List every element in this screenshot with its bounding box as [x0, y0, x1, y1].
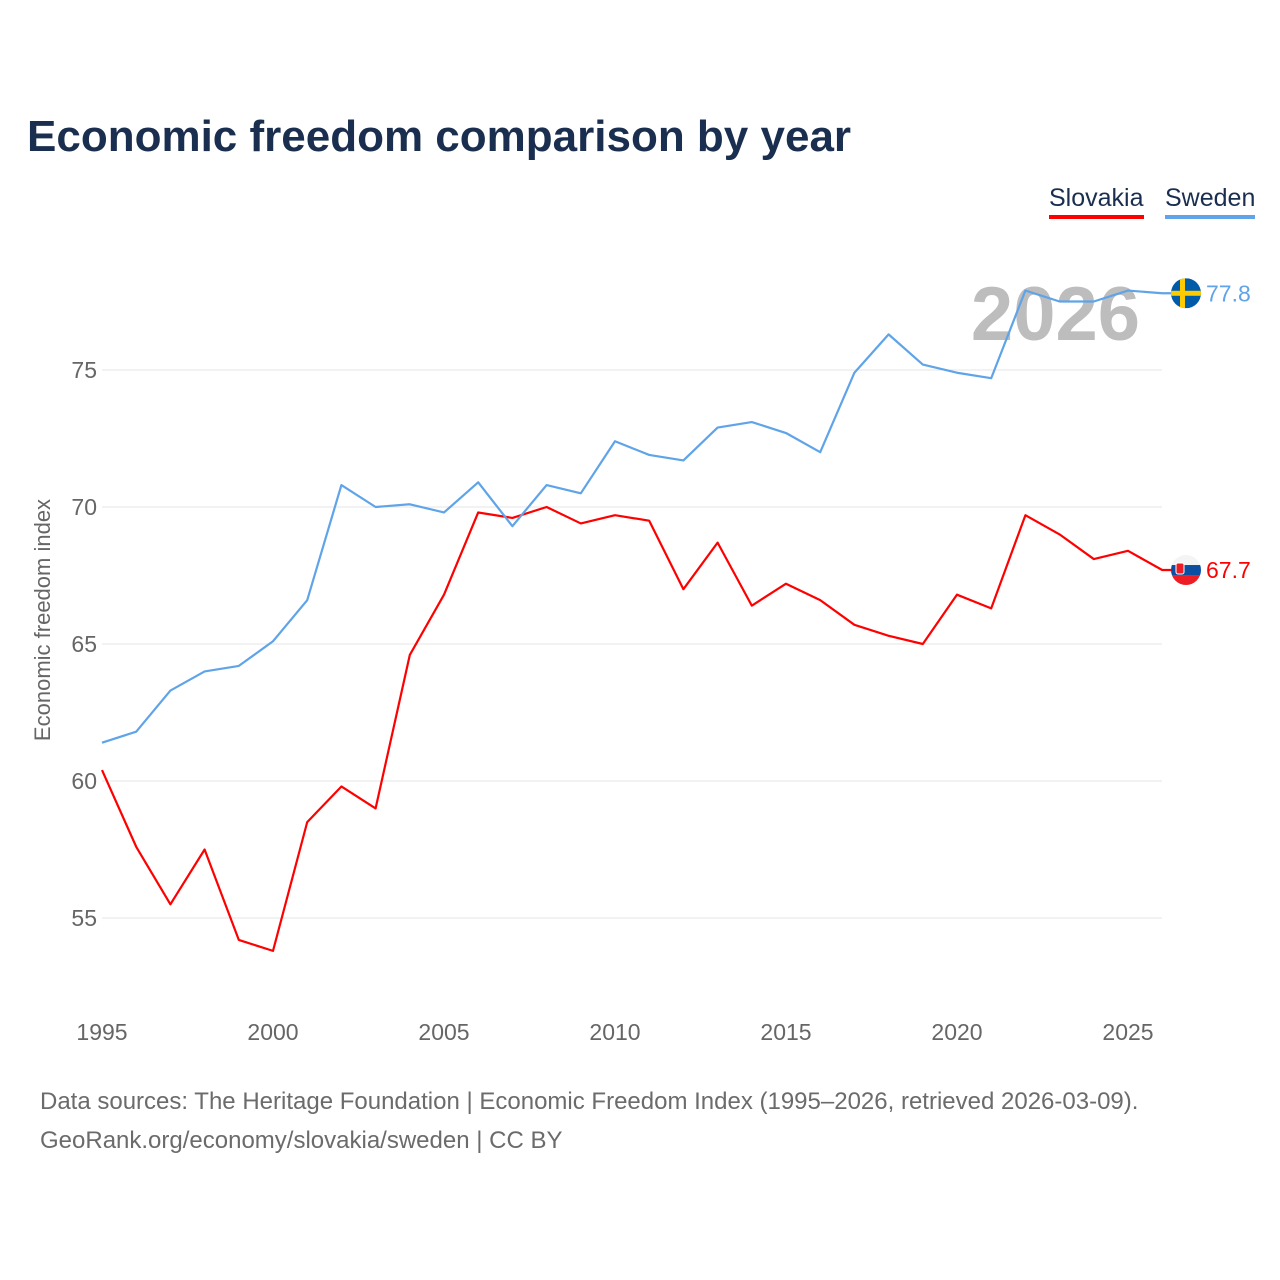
- x-tick-label: 2005: [418, 1019, 469, 1045]
- x-tick-label: 1995: [76, 1019, 127, 1045]
- x-tick-label: 2015: [760, 1019, 811, 1045]
- flag-cross-v: [1180, 278, 1185, 309]
- flag-slovakia-icon: [1171, 555, 1201, 586]
- flag-stripe-red: [1171, 575, 1201, 586]
- x-tick-label: 2010: [589, 1019, 640, 1045]
- flag-cross-h: [1171, 290, 1201, 296]
- flag-stripe-blue: [1171, 565, 1201, 576]
- footer-sources: Data sources: The Heritage Foundation | …: [40, 1088, 1139, 1115]
- x-tick-label: 2000: [247, 1019, 298, 1045]
- y-tick-label: 75: [71, 357, 97, 383]
- year-watermark: 2026: [971, 272, 1140, 357]
- chart-title: Economic freedom comparison by year: [27, 112, 852, 161]
- y-tick-label: 70: [71, 494, 97, 520]
- y-tick-label: 55: [71, 905, 97, 931]
- end-value-label-sweden: 77.8: [1206, 280, 1251, 306]
- series-line-sweden: [101, 289, 1186, 744]
- footer-credit[interactable]: GeoRank.org/economy/slovakia/sweden | CC…: [40, 1127, 563, 1154]
- y-tick-label: 60: [71, 768, 97, 794]
- x-tick-label: 2020: [931, 1019, 982, 1045]
- flag-coat-of-arms: [1175, 562, 1185, 575]
- flag-fill: [1171, 555, 1201, 586]
- flag-fill: [1171, 278, 1201, 309]
- end-value-label-slovakia: 67.7: [1206, 557, 1251, 583]
- flag-stripe-white: [1171, 555, 1201, 566]
- legend-slovakia[interactable]: Slovakia: [1049, 184, 1144, 219]
- y-axis-label: Economic freedom index: [30, 499, 55, 741]
- flag-sweden-icon: [1171, 278, 1201, 309]
- series-line-slovakia: [100, 505, 1186, 952]
- y-tick-label: 65: [71, 631, 97, 657]
- x-tick-label: 2025: [1102, 1019, 1153, 1045]
- legend-sweden[interactable]: Sweden: [1165, 184, 1256, 219]
